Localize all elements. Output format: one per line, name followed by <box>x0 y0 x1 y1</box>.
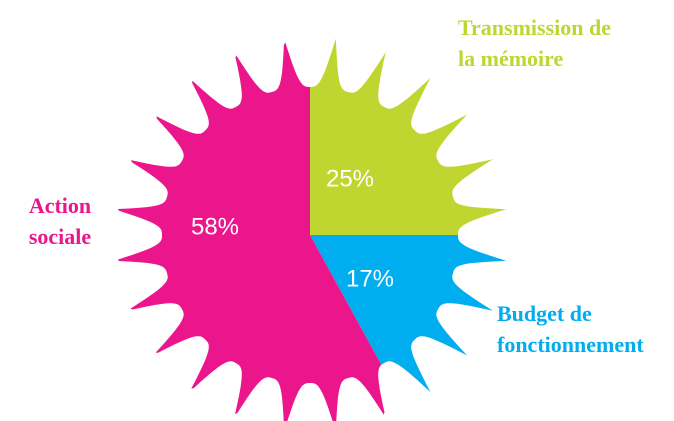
pie-slice <box>310 38 507 236</box>
value-label: 25% <box>326 165 374 192</box>
category-label: Transmission de la mémoire <box>458 15 612 71</box>
pie-slice <box>310 235 507 393</box>
category-label: Action sociale <box>28 193 92 249</box>
category-label: Budget de fonctionnement <box>497 301 644 357</box>
value-label: 58% <box>191 213 239 240</box>
pie-slice <box>117 42 385 421</box>
value-label: 17% <box>346 265 394 292</box>
